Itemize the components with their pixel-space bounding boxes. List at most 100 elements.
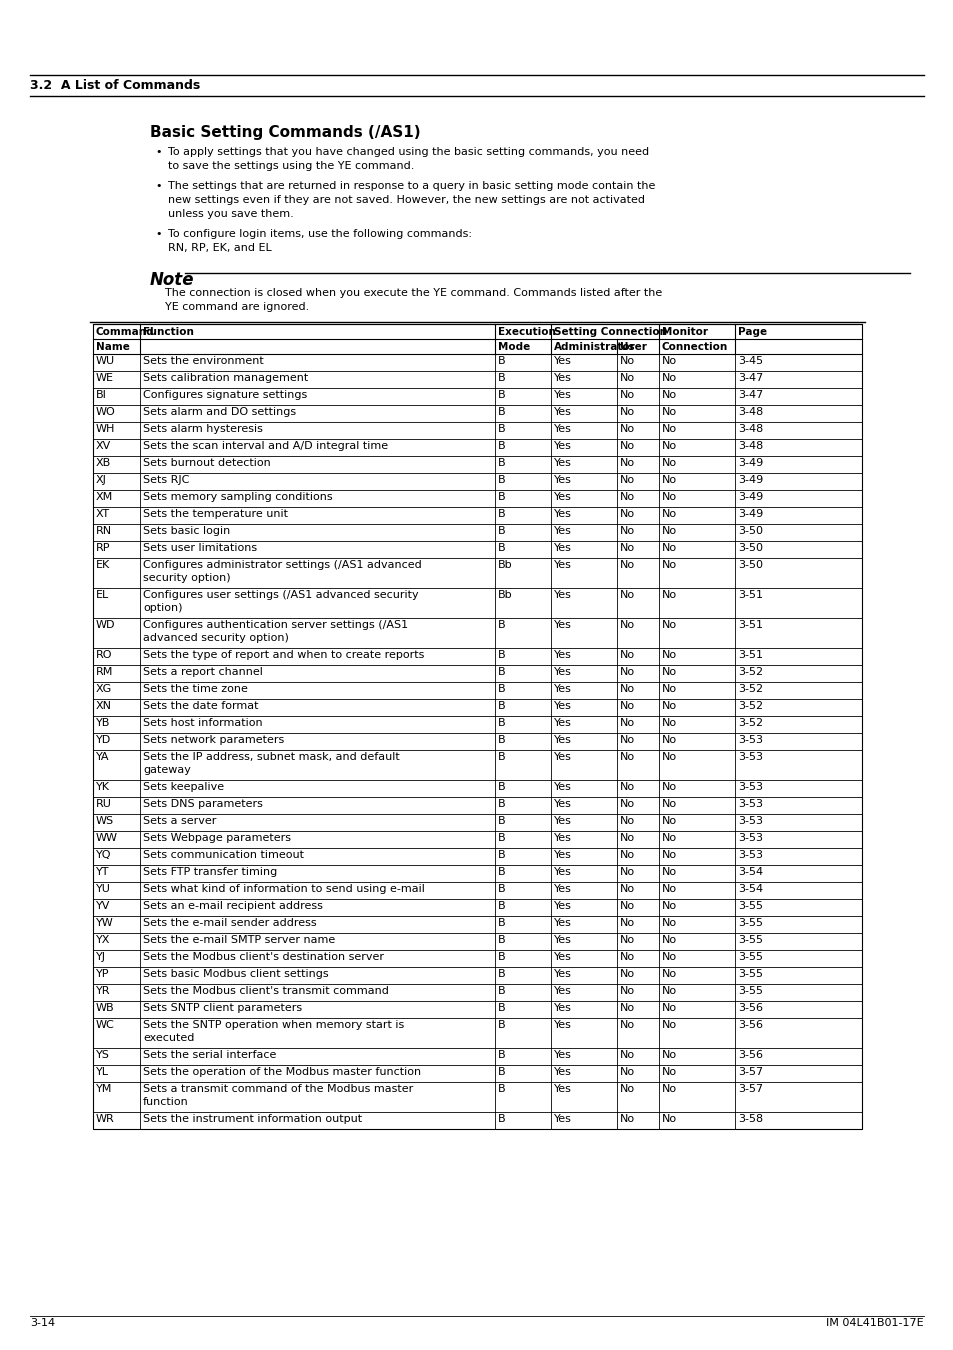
Text: Sets the temperature unit: Sets the temperature unit [143,509,288,518]
Text: No: No [619,782,635,792]
Text: Yes: Yes [554,1021,571,1030]
Text: Sets the date format: Sets the date format [143,701,258,711]
Text: Sets the SNTP operation when memory start is: Sets the SNTP operation when memory star… [143,1021,404,1030]
Text: 3-14: 3-14 [30,1318,55,1328]
Text: Sets user limitations: Sets user limitations [143,543,257,554]
Text: 3-56: 3-56 [738,1050,762,1060]
Text: Mode: Mode [497,342,530,352]
Text: B: B [497,649,505,660]
Text: XB: XB [96,458,112,468]
Text: No: No [619,734,635,745]
Text: Configures authentication server settings (/AS1: Configures authentication server setting… [143,620,408,630]
Text: YS: YS [96,1050,110,1060]
Text: Yes: Yes [554,356,571,366]
Text: XM: XM [96,491,113,502]
Text: B: B [497,509,505,518]
Text: Yes: Yes [554,424,571,433]
Text: No: No [661,900,677,911]
Text: security option): security option) [143,572,231,583]
Text: B: B [497,475,505,485]
Text: No: No [661,390,677,400]
Text: No: No [619,1003,635,1012]
Text: Execution: Execution [497,327,556,338]
Text: Sets the scan interval and A/D integral time: Sets the scan interval and A/D integral … [143,441,388,451]
Text: No: No [661,815,677,826]
Text: Yes: Yes [554,936,571,945]
Text: No: No [619,684,635,694]
Text: Sets memory sampling conditions: Sets memory sampling conditions [143,491,333,502]
Text: No: No [661,969,677,979]
Text: No: No [619,952,635,963]
Text: Sets RJC: Sets RJC [143,475,190,485]
Text: 3-53: 3-53 [738,850,762,860]
Text: No: No [661,718,677,728]
Text: No: No [661,1021,677,1030]
Text: Sets DNS parameters: Sets DNS parameters [143,799,263,809]
Text: B: B [497,884,505,894]
Text: 3-51: 3-51 [738,649,762,660]
Text: No: No [619,815,635,826]
Text: XT: XT [96,509,110,518]
Text: Bb: Bb [497,560,512,570]
Text: Yes: Yes [554,509,571,518]
Text: 3-50: 3-50 [738,560,762,570]
Text: No: No [619,867,635,878]
Text: 3.2  A List of Commands: 3.2 A List of Commands [30,80,200,92]
Text: No: No [619,390,635,400]
Text: YM: YM [96,1084,112,1094]
Text: No: No [661,560,677,570]
Text: No: No [619,936,635,945]
Text: B: B [497,543,505,554]
Text: YP: YP [96,969,110,979]
Text: B: B [497,850,505,860]
Text: No: No [661,867,677,878]
Text: Basic Setting Commands (/AS1): Basic Setting Commands (/AS1) [150,126,420,140]
Text: WE: WE [96,373,113,383]
Text: 3-50: 3-50 [738,543,762,554]
Text: 3-52: 3-52 [738,701,762,711]
Text: No: No [619,373,635,383]
Text: YV: YV [96,900,111,911]
Text: B: B [497,718,505,728]
Text: Sets an e-mail recipient address: Sets an e-mail recipient address [143,900,322,911]
Text: XN: XN [96,701,112,711]
Text: No: No [619,458,635,468]
Text: YK: YK [96,782,110,792]
Text: Yes: Yes [554,1114,571,1125]
Text: B: B [497,1021,505,1030]
Text: No: No [619,475,635,485]
Text: Sets burnout detection: Sets burnout detection [143,458,271,468]
Text: No: No [619,884,635,894]
Text: No: No [661,782,677,792]
Text: B: B [497,441,505,451]
Text: Yes: Yes [554,1084,571,1094]
Text: No: No [661,458,677,468]
Text: RP: RP [96,543,111,554]
Text: 3-55: 3-55 [738,969,762,979]
Text: WC: WC [96,1021,114,1030]
Text: No: No [661,952,677,963]
Text: B: B [497,1003,505,1012]
Text: B: B [497,620,505,630]
Text: Sets alarm hysteresis: Sets alarm hysteresis [143,424,263,433]
Text: 3-55: 3-55 [738,986,762,996]
Text: Yes: Yes [554,718,571,728]
Text: 3-49: 3-49 [738,475,762,485]
Text: 3-51: 3-51 [738,620,762,630]
Text: No: No [619,491,635,502]
Text: No: No [619,441,635,451]
Text: No: No [619,718,635,728]
Text: B: B [497,1084,505,1094]
Text: No: No [661,1114,677,1125]
Text: No: No [661,424,677,433]
Text: No: No [661,850,677,860]
Text: Yes: Yes [554,900,571,911]
Text: Yes: Yes [554,850,571,860]
Text: 3-54: 3-54 [738,867,762,878]
Text: Yes: Yes [554,373,571,383]
Text: YT: YT [96,867,110,878]
Bar [92,324,862,1129]
Text: No: No [619,560,635,570]
Text: B: B [497,815,505,826]
Text: No: No [661,475,677,485]
